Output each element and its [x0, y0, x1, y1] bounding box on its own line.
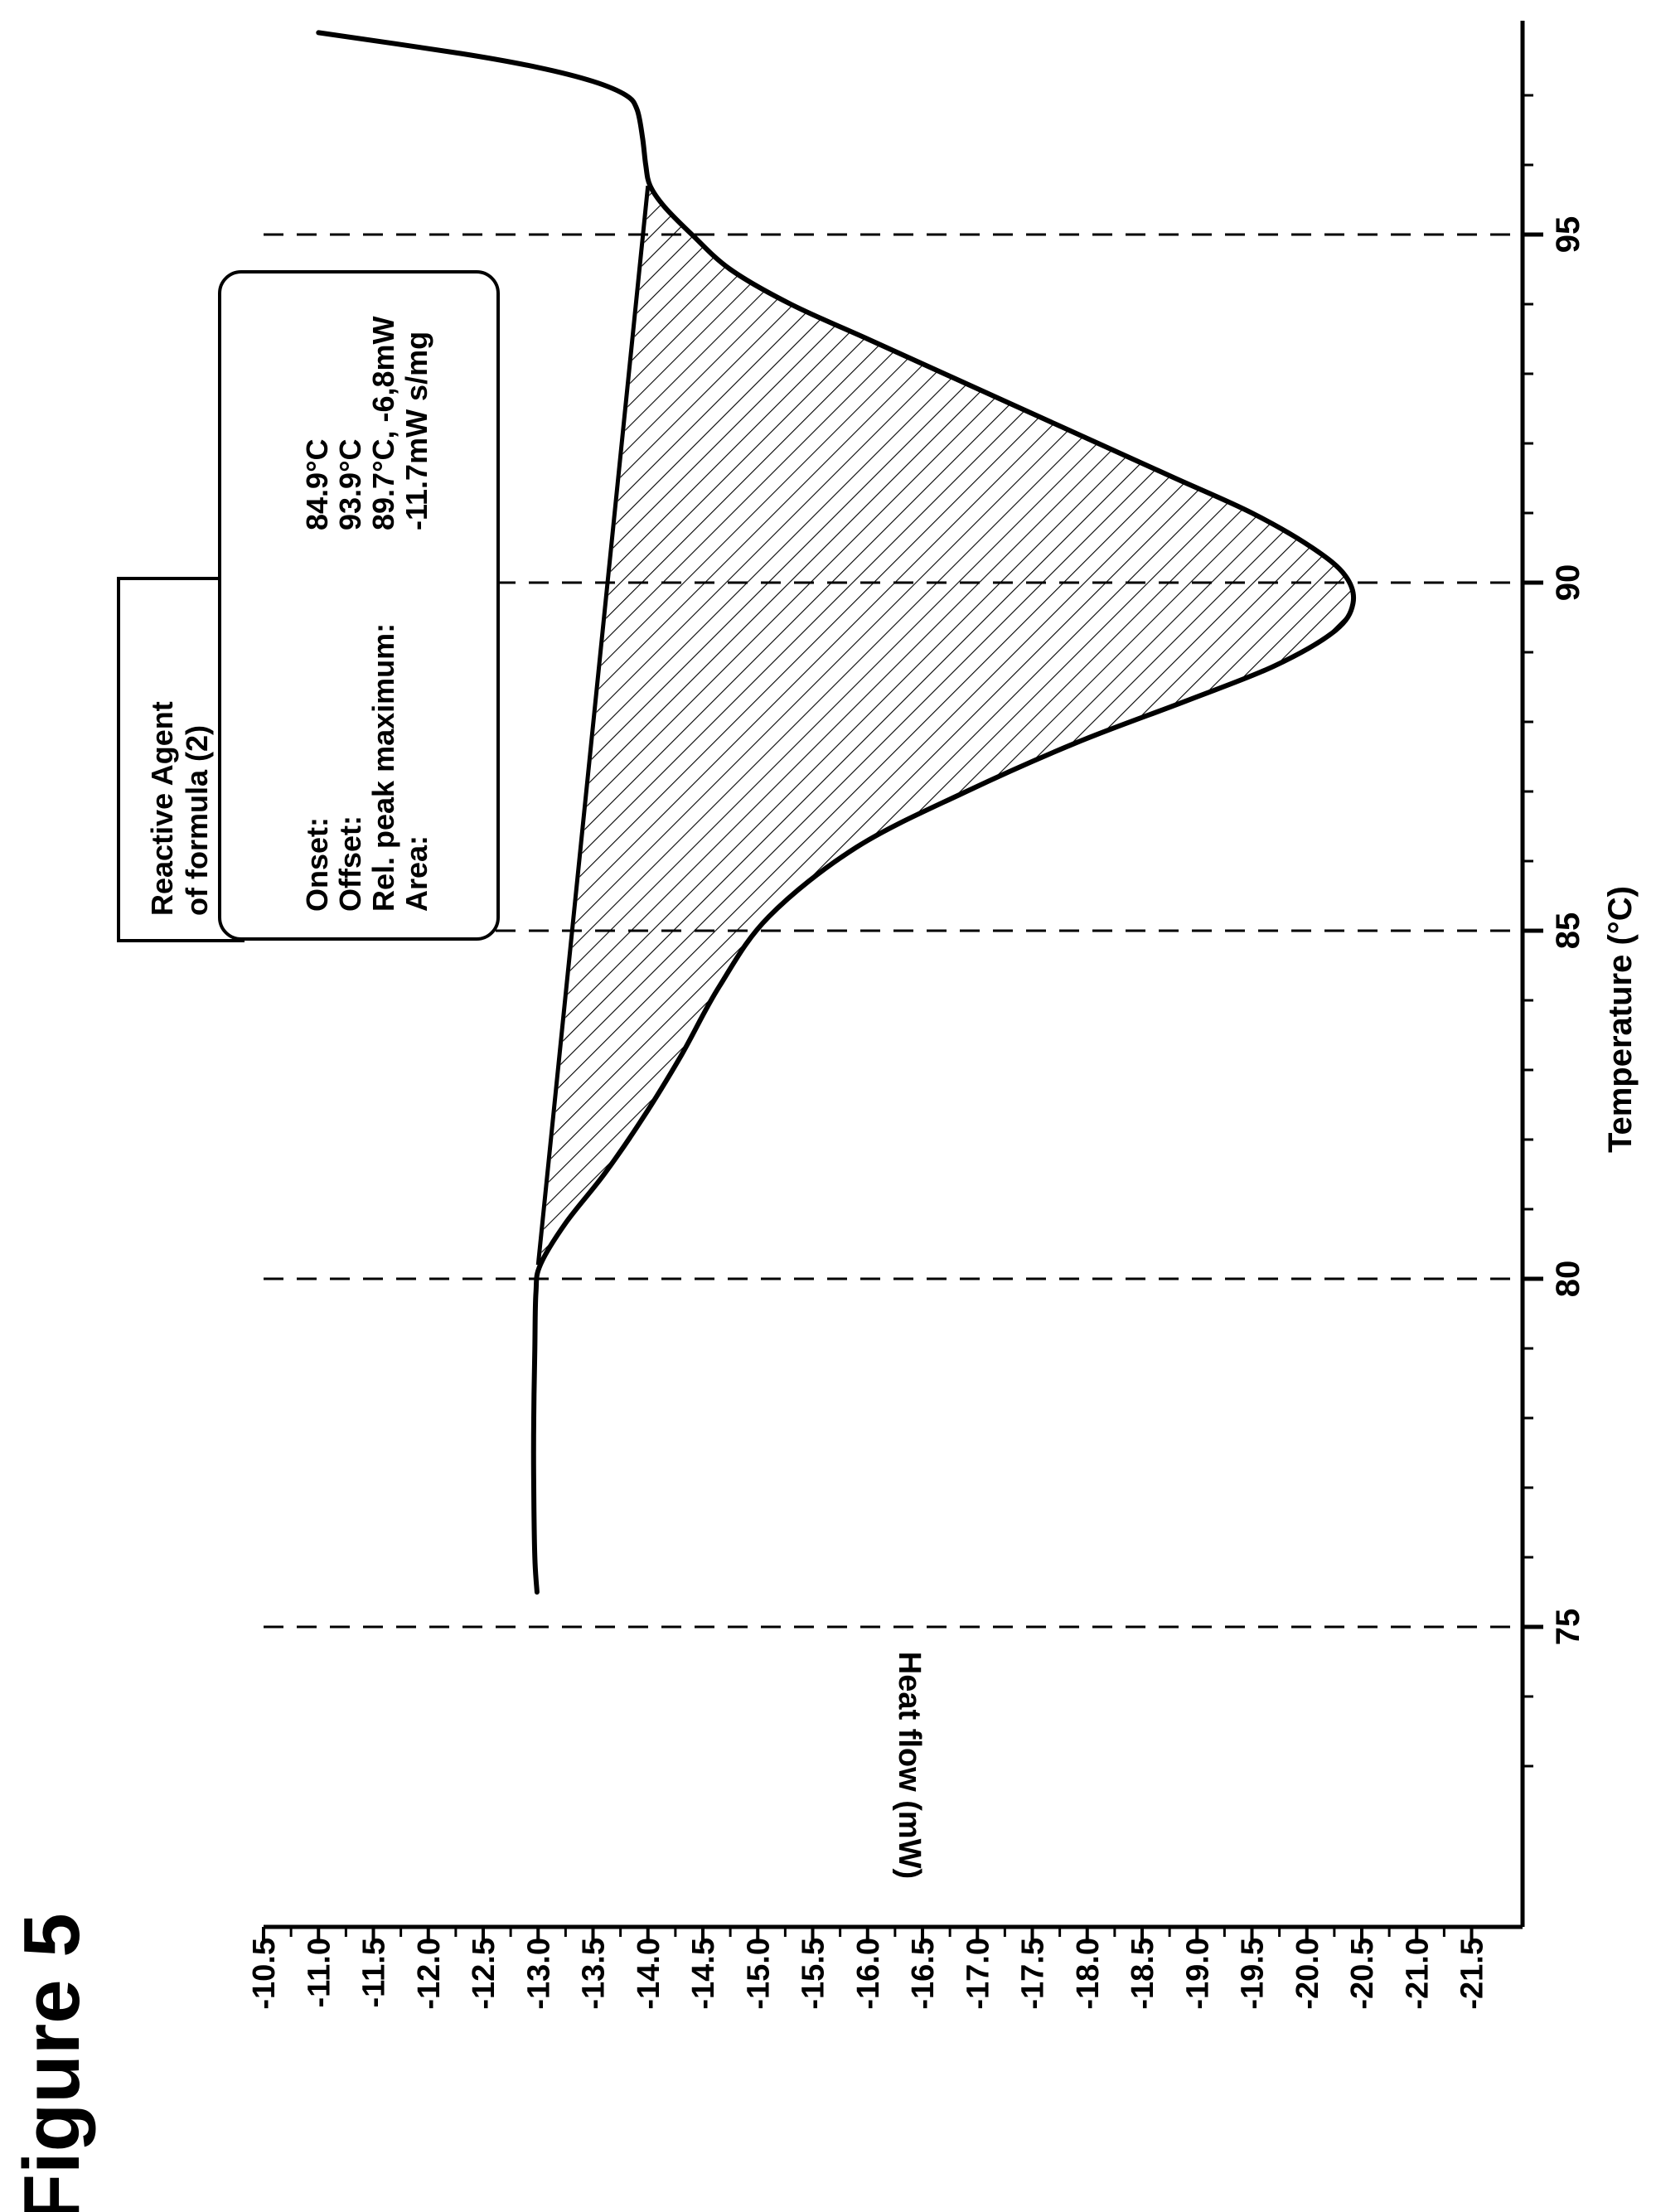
y-tick-label: -11.0: [302, 1938, 337, 2008]
results-box: Onset: Offset: Rel. peak maximum: Area: …: [218, 270, 500, 941]
y-axis-label: Heat flow (mW): [892, 1652, 927, 1879]
y-tick-label: -21.0: [1400, 1938, 1435, 2010]
y-tick-label: -20.0: [1290, 1938, 1325, 2010]
sample-label-line1: Reactive Agent: [145, 701, 179, 916]
y-tick-label: -11.5: [357, 1938, 392, 2008]
y-tick-label: -17.0: [961, 1938, 995, 2010]
y-tick-label: -14.5: [686, 1938, 721, 2010]
y-tick-label: -12.5: [467, 1938, 501, 2010]
x-axis-label: Temperature (°C): [1602, 886, 1639, 1153]
sample-label-line2: of formula (2): [180, 725, 214, 916]
y-tick-label: -16.0: [851, 1938, 886, 2010]
area-label: Area:: [399, 835, 433, 912]
y-tick-label: -19.0: [1180, 1938, 1215, 2010]
peak-max-value: 89.7°C, -6,8mW: [366, 316, 400, 530]
y-tick-label: -18.5: [1126, 1938, 1160, 2010]
x-tick-label: 75: [1550, 1609, 1586, 1646]
y-tick-label: -18.0: [1071, 1938, 1106, 2010]
y-tick-label: -16.5: [906, 1938, 941, 2010]
x-tick-label: 80: [1550, 1261, 1586, 1298]
integration-baseline: [535, 185, 651, 1266]
onset-value: 84.9°C: [300, 439, 334, 530]
y-tick-label: -15.5: [797, 1938, 831, 2010]
peak-max-label: Rel. peak maximum:: [366, 623, 400, 912]
x-tick-label: 95: [1550, 216, 1586, 254]
shaded-peak-area: [540, 186, 1354, 1266]
onset-label: Onset:: [300, 817, 334, 912]
y-tick-label: -12.0: [412, 1938, 447, 2010]
y-tick-label: -17.5: [1016, 1938, 1051, 2010]
area-value: -11.7mW s/mg: [399, 332, 433, 530]
figure-title: Figure 5: [7, 1913, 96, 2212]
offset-value: 93.9°C: [333, 439, 367, 530]
y-tick-label: -13.0: [521, 1938, 556, 2010]
y-tick-label: -20.5: [1345, 1938, 1380, 2010]
offset-label: Offset:: [333, 816, 367, 912]
x-tick-label: 85: [1550, 912, 1586, 950]
y-tick-label: -14.0: [632, 1938, 666, 2010]
heat-flow-curve: [316, 30, 1357, 1595]
y-tick-label: -19.5: [1236, 1938, 1271, 2010]
y-tick-label: -21.5: [1455, 1938, 1490, 2010]
y-tick-label: -13.5: [577, 1938, 612, 2010]
y-tick-label: -15.0: [741, 1938, 776, 2010]
y-tick-label: -10.5: [247, 1938, 282, 2010]
x-tick-label: 90: [1550, 564, 1586, 602]
